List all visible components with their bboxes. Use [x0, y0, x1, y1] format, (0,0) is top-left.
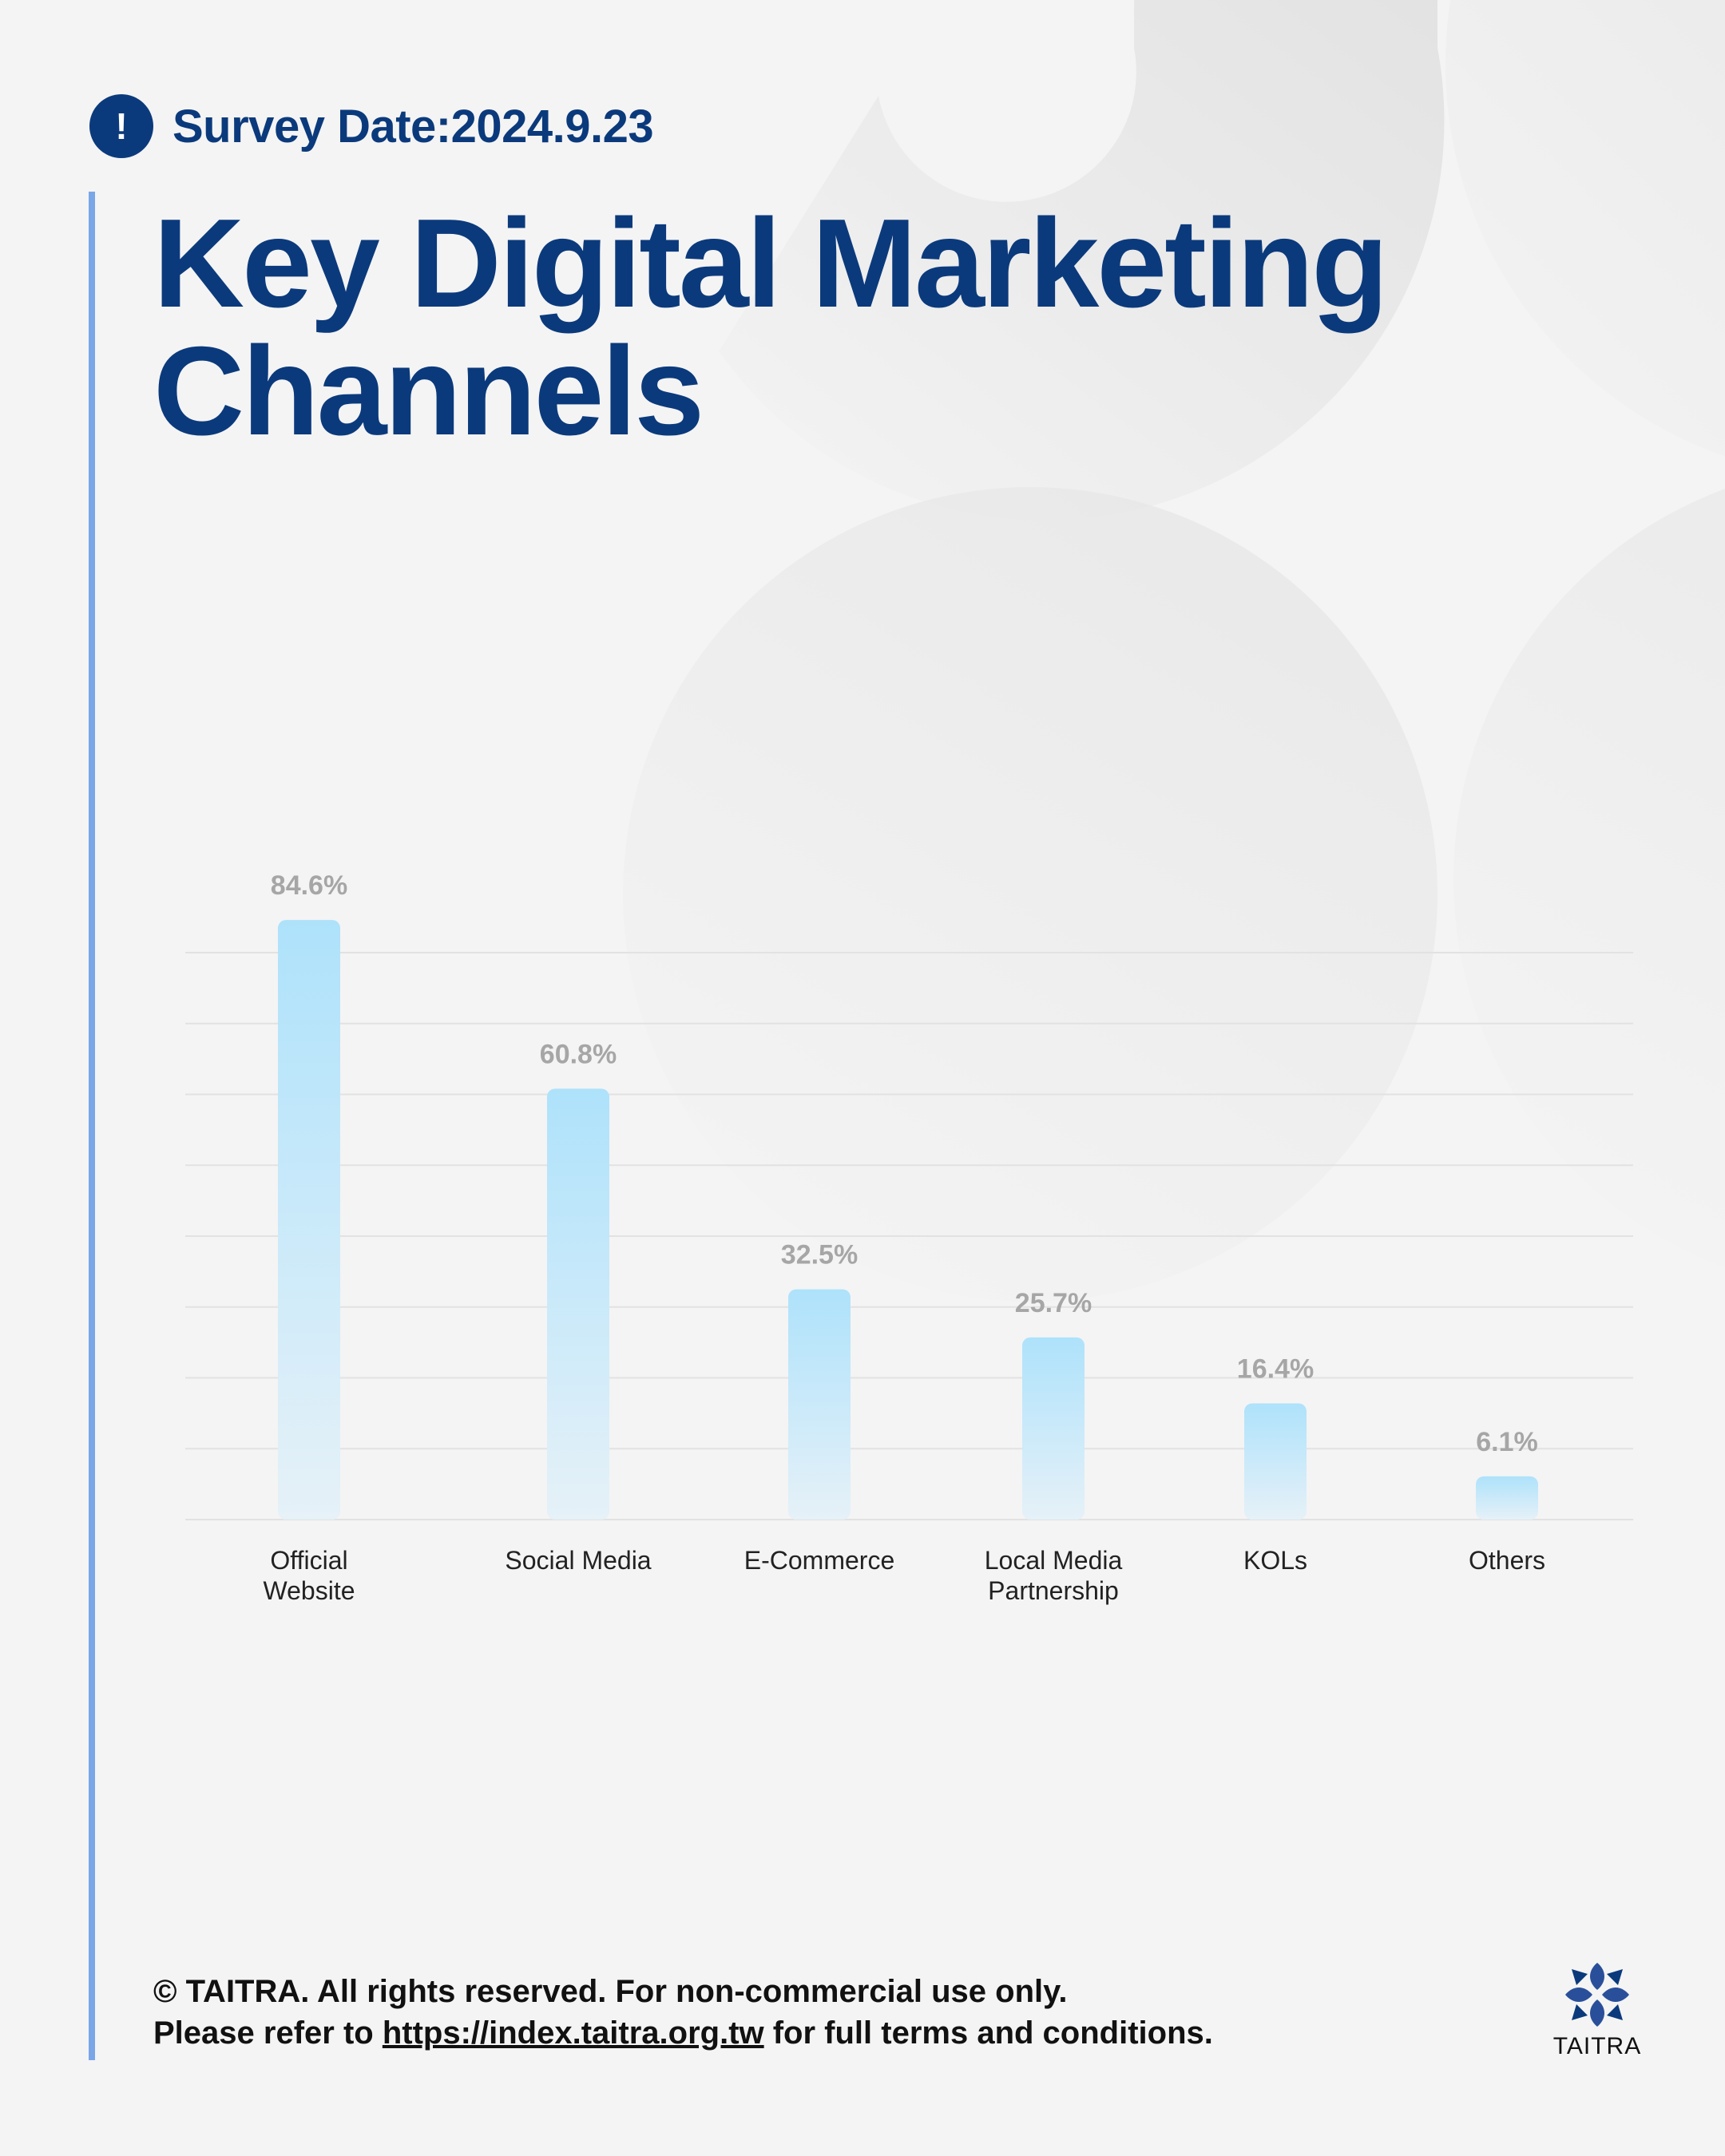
- title-line-2: Channels: [153, 321, 704, 462]
- value-label: 6.1%: [1476, 1427, 1538, 1457]
- category-label: Official: [270, 1546, 347, 1575]
- category-label: KOLs: [1243, 1546, 1307, 1575]
- category-label: Others: [1469, 1546, 1545, 1575]
- terms-text: Please refer to https://index.taitra.org…: [153, 2012, 1213, 2054]
- survey-date-header: ! Survey Date:2024.9.23: [89, 94, 654, 158]
- value-label: 25.7%: [1015, 1288, 1092, 1318]
- value-label: 32.5%: [781, 1240, 858, 1270]
- terms-prefix: Please refer to: [153, 2015, 383, 2051]
- survey-date: Survey Date:2024.9.23: [172, 100, 654, 153]
- bar: [278, 920, 340, 1520]
- category-label: Partnership: [988, 1576, 1119, 1605]
- bar: [1022, 1337, 1085, 1520]
- bar: [1244, 1403, 1307, 1520]
- title-line-1: Key Digital Marketing: [153, 193, 1389, 334]
- footer: © TAITRA. All rights reserved. For non-c…: [153, 1971, 1213, 2054]
- value-label: 60.8%: [540, 1039, 617, 1069]
- bar: [1476, 1476, 1538, 1520]
- category-label: Social Media: [505, 1546, 651, 1575]
- terms-link[interactable]: https://index.taitra.org.tw: [382, 2015, 764, 2051]
- taitra-logo: TAITRA: [1552, 1958, 1642, 2060]
- accent-vertical-line: [89, 192, 95, 2060]
- category-label: E-Commerce: [744, 1546, 894, 1575]
- category-label: Website: [263, 1576, 355, 1605]
- exclamation-icon: !: [89, 94, 153, 158]
- category-label: Local Media: [985, 1546, 1123, 1575]
- value-label: 16.4%: [1237, 1353, 1314, 1384]
- bar: [788, 1289, 851, 1520]
- page-title: Key Digital Marketing Channels: [153, 200, 1671, 455]
- bar: [547, 1088, 609, 1520]
- value-label: 84.6%: [271, 870, 347, 901]
- terms-suffix: for full terms and conditions.: [763, 2015, 1213, 2051]
- logo-text: TAITRA: [1552, 2033, 1642, 2059]
- copyright-text: © TAITRA. All rights reserved. For non-c…: [153, 1974, 1068, 2009]
- taitra-logo-icon: [1565, 1963, 1629, 2027]
